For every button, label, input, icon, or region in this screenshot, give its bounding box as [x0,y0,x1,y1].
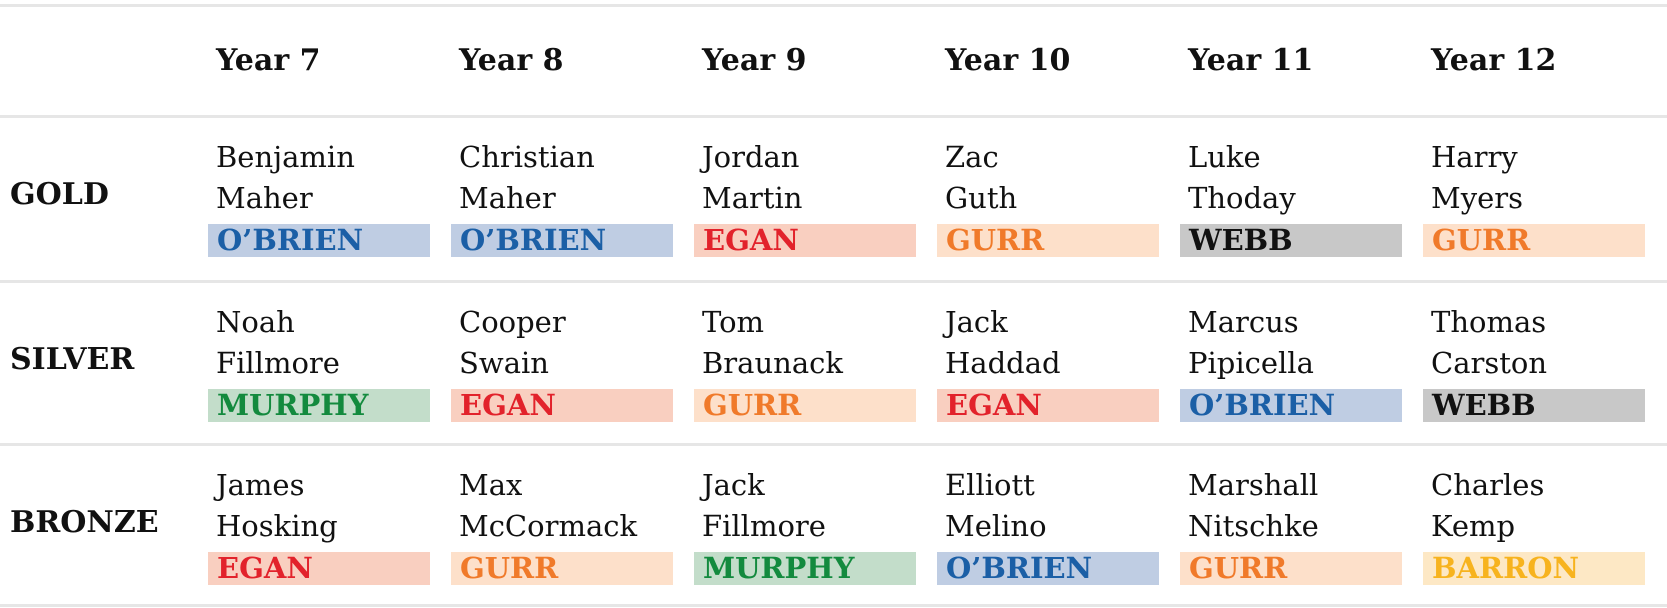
last-name: Swain [459,346,549,380]
first-name: Tom [702,305,765,339]
first-name: Benjamin [216,140,355,174]
last-name: Braunack [702,346,843,380]
house-tag: O’BRIEN [451,224,673,257]
last-name: Pipicella [1188,346,1314,380]
house-tag: O’BRIEN [937,552,1159,585]
first-name: Cooper [459,305,566,339]
last-name: Haddad [945,346,1061,380]
first-name: James [216,468,305,502]
last-name: Fillmore [702,509,826,543]
divider [0,280,1667,283]
divider [0,115,1667,118]
row-label: GOLD [10,177,109,212]
column-header: Year 11 [1188,43,1314,78]
last-name: Martin [702,181,803,215]
first-name: Zac [945,140,999,174]
house-tag: EGAN [451,389,673,422]
last-name: Myers [1431,181,1523,215]
house-tag: O’BRIEN [208,224,430,257]
column-header: Year 12 [1431,43,1557,78]
first-name: Marshall [1188,468,1319,502]
first-name: Jordan [702,140,800,174]
first-name: Jack [945,305,1008,339]
last-name: Carston [1431,346,1548,380]
last-name: Hosking [216,509,338,543]
house-tag: EGAN [208,552,430,585]
house-tag: EGAN [937,389,1159,422]
house-tag: MURPHY [694,552,916,585]
first-name: Thomas [1431,305,1547,339]
last-name: Maher [216,181,313,215]
house-tag: GURR [1423,224,1645,257]
last-name: Kemp [1431,509,1516,543]
last-name: Nitschke [1188,509,1319,543]
last-name: Fillmore [216,346,340,380]
house-tag: WEBB [1423,389,1645,422]
row-label: SILVER [10,342,135,377]
row-label: BRONZE [10,505,159,540]
house-tag: O’BRIEN [1180,389,1402,422]
column-header: Year 7 [216,43,321,78]
first-name: Noah [216,305,295,339]
first-name: Jack [702,468,765,502]
last-name: Guth [945,181,1018,215]
last-name: Thoday [1188,181,1296,215]
house-tag: GURR [937,224,1159,257]
house-tag: GURR [451,552,673,585]
last-name: Melino [945,509,1047,543]
house-tag: WEBB [1180,224,1402,257]
first-name: Luke [1188,140,1261,174]
divider [0,4,1667,7]
column-header: Year 9 [702,43,807,78]
first-name: Harry [1431,140,1518,174]
last-name: McCormack [459,509,638,543]
house-tag: EGAN [694,224,916,257]
first-name: Charles [1431,468,1545,502]
first-name: Elliott [945,468,1035,502]
first-name: Christian [459,140,595,174]
first-name: Marcus [1188,305,1299,339]
first-name: Max [459,468,523,502]
column-header: Year 10 [945,43,1071,78]
divider [0,443,1667,446]
house-tag: BARRON [1423,552,1645,585]
house-tag: MURPHY [208,389,430,422]
column-header: Year 8 [459,43,564,78]
last-name: Maher [459,181,556,215]
house-tag: GURR [1180,552,1402,585]
house-tag: GURR [694,389,916,422]
divider [0,604,1667,607]
